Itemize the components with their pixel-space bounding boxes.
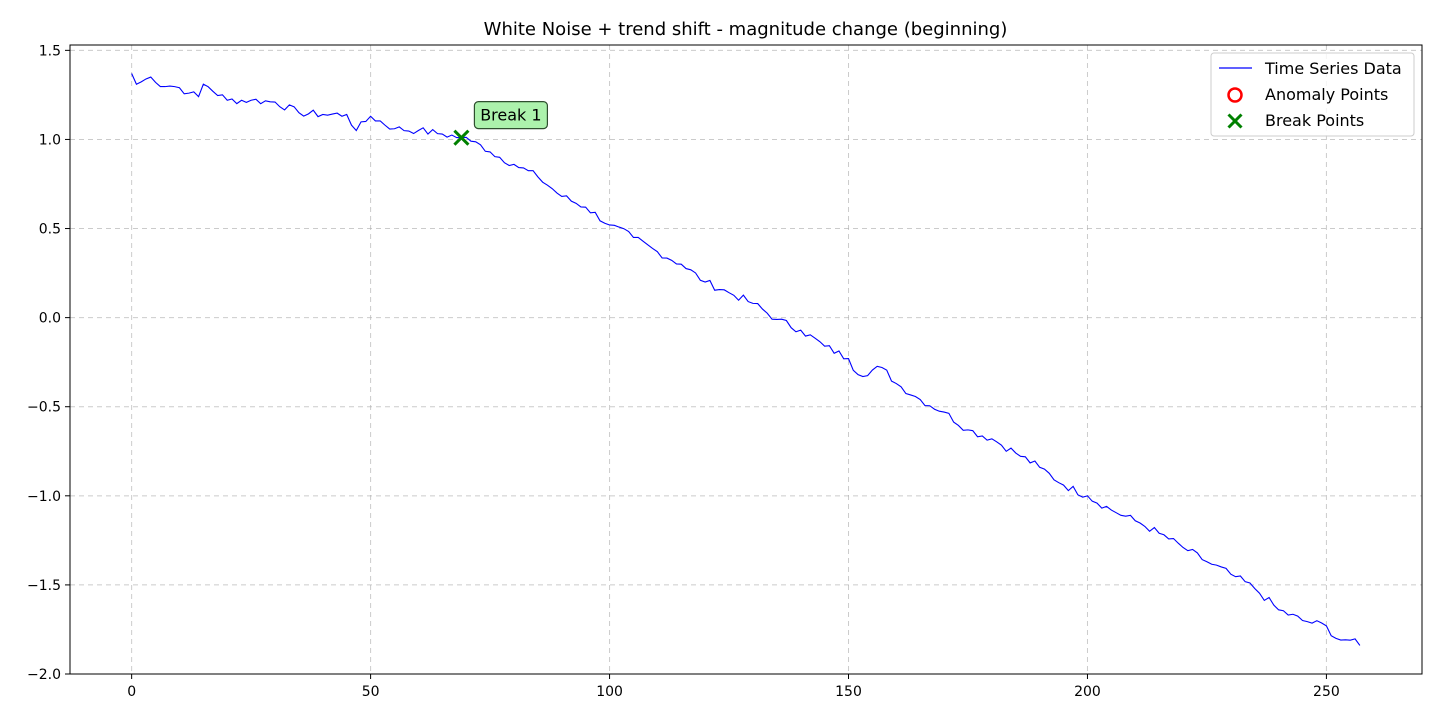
y-tick-label: −0.5: [27, 400, 61, 416]
legend: Time Series Data Anomaly Points Break Po…: [1210, 52, 1415, 137]
y-tick-label: 0.5: [39, 222, 61, 238]
legend-box: [1210, 52, 1415, 137]
x-tick-label: 150: [835, 684, 862, 700]
legend-label-anomaly: Anomaly Points: [1265, 85, 1388, 104]
legend-x-swatch: [1227, 113, 1243, 129]
x-tick-label: 0: [127, 684, 136, 700]
break-point-marker: [453, 129, 470, 146]
y-tick-label: −1.5: [27, 578, 61, 594]
x-tick-label: 100: [596, 684, 623, 700]
break-annotation-label: Break 1: [480, 106, 541, 125]
y-tick-label: −2.0: [27, 667, 61, 683]
legend-label-break: Break Points: [1265, 111, 1364, 130]
legend-label-series: Time Series Data: [1264, 59, 1402, 78]
x-tick-label: 250: [1313, 684, 1340, 700]
break-points: Break 1: [453, 101, 549, 146]
series-line: [131, 73, 1361, 646]
y-axis: 1.5 1.0 0.5 0.0 −0.5 −1.0 −1.5 −2.0: [27, 43, 70, 683]
y-tick-label: −1.0: [27, 489, 61, 505]
legend-circle-swatch: [1227, 87, 1243, 103]
break-annotation-box: [473, 101, 549, 130]
x-tick-label: 200: [1074, 684, 1101, 700]
chart-title: White Noise + trend shift - magnitude ch…: [484, 19, 1008, 40]
x-axis: 0 50 100 150 200 250: [127, 674, 1340, 700]
plot-frame: [69, 44, 1423, 675]
y-tick-label: 1.0: [39, 132, 61, 148]
series-line-layer: [131, 73, 1361, 646]
y-tick-label: 1.5: [39, 43, 61, 59]
y-tick-label: 0.0: [39, 311, 61, 327]
x-tick-label: 50: [362, 684, 380, 700]
grid: [70, 45, 1422, 675]
